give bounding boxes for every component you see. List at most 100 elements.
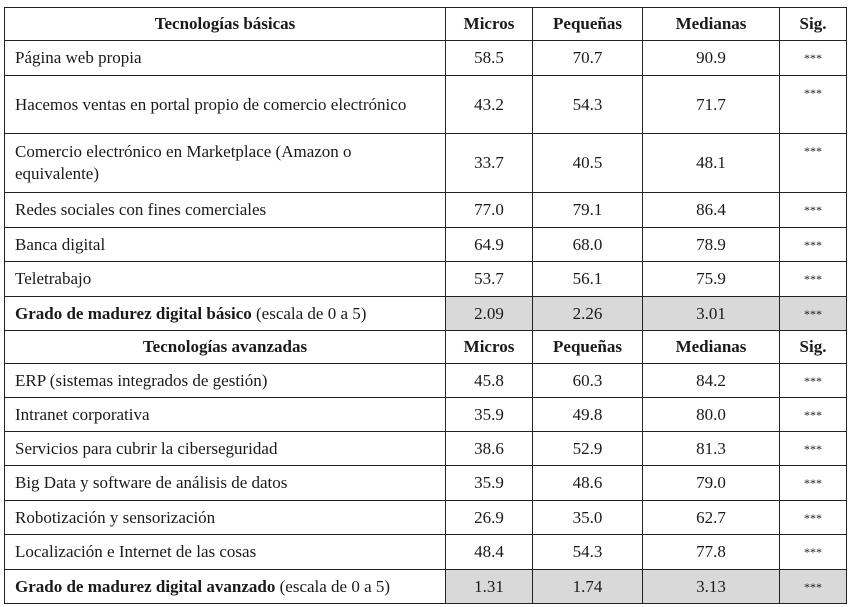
value-cell: 48.4 <box>445 534 533 570</box>
summary-value: 1.31 <box>445 569 533 604</box>
value-cell: 60.3 <box>532 363 643 398</box>
table-row: Banca digital 64.9 68.0 78.9 *** <box>4 227 847 262</box>
summary-value: 3.13 <box>642 569 780 604</box>
significance-cell: *** <box>779 534 847 570</box>
value-cell: 49.8 <box>532 397 643 432</box>
significance-cell: *** <box>779 40 847 76</box>
value-cell: 35.0 <box>532 500 643 535</box>
row-label: ERP (sistemas integrados de gestión) <box>4 363 446 398</box>
value-cell: 38.6 <box>445 431 533 466</box>
significance-cell: *** <box>779 431 847 466</box>
value-cell: 64.9 <box>445 227 533 262</box>
table-row: Página web propia 58.5 70.7 90.9 *** <box>4 40 847 76</box>
summary-label: Grado de madurez digital avanzado (escal… <box>4 569 446 604</box>
value-cell: 71.7 <box>642 75 780 134</box>
significance-cell: *** <box>779 397 847 432</box>
significance-cell: *** <box>779 75 847 134</box>
table-row: Comercio electrónico en Marketplace (Ama… <box>4 133 847 193</box>
value-cell: 77.0 <box>445 192 533 228</box>
summary-row: Grado de madurez digital básico (escala … <box>4 296 847 331</box>
summary-label-scale: (escala de 0 a 5) <box>275 576 391 596</box>
table-row: Servicios para cubrir la ciberseguridad 3… <box>4 431 847 466</box>
value-cell: 33.7 <box>445 133 533 193</box>
summary-row: Grado de madurez digital avanzado (escal… <box>4 569 847 604</box>
row-label: Robotización y sensorización <box>4 500 446 535</box>
significance-cell: *** <box>779 363 847 398</box>
row-label: Intranet corporativa <box>4 397 446 432</box>
value-cell: 81.3 <box>642 431 780 466</box>
value-cell: 52.9 <box>532 431 643 466</box>
table-row: Intranet corporativa 35.9 49.8 80.0 *** <box>4 397 847 432</box>
value-cell: 79.1 <box>532 192 643 228</box>
value-cell: 53.7 <box>445 261 533 297</box>
column-header: Pequeñas <box>532 7 643 41</box>
value-cell: 62.7 <box>642 500 780 535</box>
significance-cell: *** <box>779 227 847 262</box>
value-cell: 35.9 <box>445 465 533 501</box>
column-header: Pequeñas <box>532 330 643 364</box>
section-title: Tecnologías básicas <box>4 7 446 41</box>
value-cell: 54.3 <box>532 534 643 570</box>
value-cell: 79.0 <box>642 465 780 501</box>
table-row: Redes sociales con fines comerciales 77.0… <box>4 192 847 228</box>
row-label: Redes sociales con fines comerciales <box>4 192 446 228</box>
summary-value: 3.01 <box>642 296 780 331</box>
column-header: Medianas <box>642 7 780 41</box>
value-cell: 58.5 <box>445 40 533 76</box>
column-header: Micros <box>445 7 533 41</box>
significance-cell: *** <box>779 133 847 193</box>
row-label: Teletrabajo <box>4 261 446 297</box>
value-cell: 45.8 <box>445 363 533 398</box>
significance-cell: *** <box>779 569 847 604</box>
row-label: Servicios para cubrir la ciberseguridad <box>4 431 446 466</box>
table-row: Hacemos ventas en portal propio de comer… <box>4 75 847 134</box>
row-label: Hacemos ventas en portal propio de comer… <box>4 75 446 134</box>
summary-value: 2.26 <box>532 296 643 331</box>
table-row: Teletrabajo 53.7 56.1 75.9 *** <box>4 261 847 297</box>
summary-label-bold: Grado de madurez digital básico <box>15 303 252 323</box>
summary-value: 1.74 <box>532 569 643 604</box>
value-cell: 48.1 <box>642 133 780 193</box>
value-cell: 90.9 <box>642 40 780 76</box>
value-cell: 84.2 <box>642 363 780 398</box>
summary-value: 2.09 <box>445 296 533 331</box>
summary-label-scale: (escala de 0 a 5) <box>251 303 367 323</box>
row-label: Comercio electrónico en Marketplace (Ama… <box>4 133 446 193</box>
significance-cell: *** <box>779 296 847 331</box>
column-header: Micros <box>445 330 533 364</box>
value-cell: 68.0 <box>532 227 643 262</box>
section-header-row: Tecnologías avanzadas Micros Pequeñas Media… <box>4 330 847 364</box>
significance-cell: *** <box>779 192 847 228</box>
value-cell: 78.9 <box>642 227 780 262</box>
table-row: Localización e Internet de las cosas 48.4… <box>4 534 847 570</box>
section-title: Tecnologías avanzadas <box>4 330 446 364</box>
table-row: Big Data y software de análisis de datos… <box>4 465 847 501</box>
summary-label: Grado de madurez digital básico (escala … <box>4 296 446 331</box>
value-cell: 26.9 <box>445 500 533 535</box>
column-header: Medianas <box>642 330 780 364</box>
row-label: Página web propia <box>4 40 446 76</box>
row-label: Big Data y software de análisis de datos <box>4 465 446 501</box>
value-cell: 56.1 <box>532 261 643 297</box>
value-cell: 70.7 <box>532 40 643 76</box>
value-cell: 43.2 <box>445 75 533 134</box>
value-cell: 75.9 <box>642 261 780 297</box>
table-row: ERP (sistemas integrados de gestión) 45.8… <box>4 363 847 398</box>
value-cell: 77.8 <box>642 534 780 570</box>
value-cell: 54.3 <box>532 75 643 134</box>
significance-cell: *** <box>779 465 847 501</box>
digital-maturity-table: Tecnologías básicas Micros Pequeñas Mediana… <box>4 7 847 604</box>
column-header: Sig. <box>779 7 847 41</box>
column-header: Sig. <box>779 330 847 364</box>
significance-cell: *** <box>779 500 847 535</box>
significance-cell: *** <box>779 261 847 297</box>
table-row: Robotización y sensorización 26.9 35.0 62.7… <box>4 500 847 535</box>
summary-label-bold: Grado de madurez digital avanzado <box>15 576 276 596</box>
row-label: Banca digital <box>4 227 446 262</box>
row-label: Localización e Internet de las cosas <box>4 534 446 570</box>
value-cell: 86.4 <box>642 192 780 228</box>
value-cell: 48.6 <box>532 465 643 501</box>
value-cell: 35.9 <box>445 397 533 432</box>
section-header-row: Tecnologías básicas Micros Pequeñas Mediana… <box>4 7 847 41</box>
value-cell: 40.5 <box>532 133 643 193</box>
